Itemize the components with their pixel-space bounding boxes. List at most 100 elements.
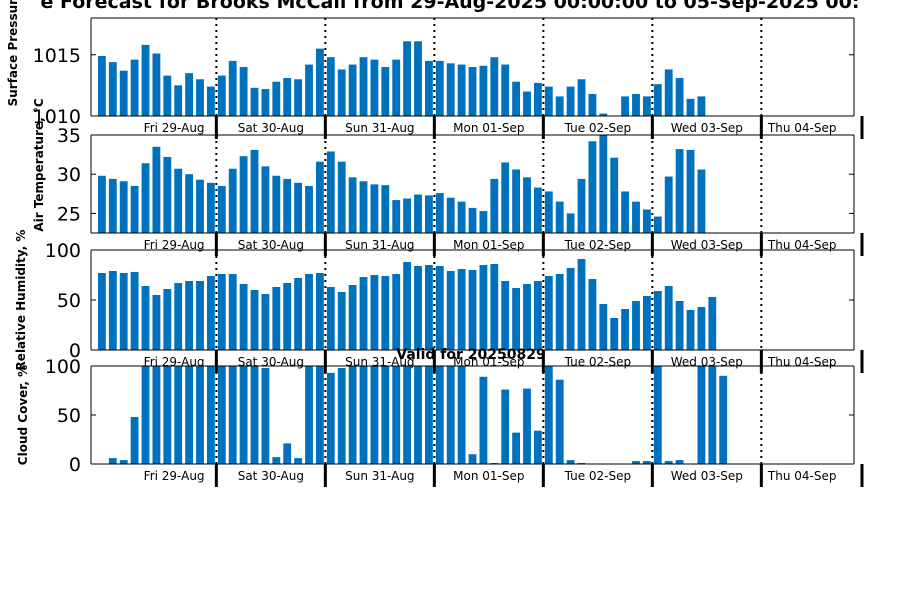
bar [337,367,346,464]
bar [359,366,368,464]
bar [424,60,433,117]
chart-panel-1: 1010 1015 Fri 29-Aug Sat 30-Aug Sun 31-Aug Mo… [6,0,864,139]
bar [283,283,292,350]
bar [217,366,226,464]
bar [403,262,412,350]
bar [708,366,717,464]
bar [414,266,422,350]
bar [642,461,651,464]
x-day-label: Sat 30-Aug [238,355,304,369]
bar [185,281,194,350]
bar [403,198,412,233]
bar [621,96,630,116]
bar [403,41,412,116]
bar [435,266,444,350]
bar [414,41,422,116]
bar [108,178,117,233]
bar [468,454,477,464]
bar [566,268,575,350]
bar [446,271,455,350]
bar [239,366,248,464]
bar [599,113,608,116]
y-axis-label: Air Temperature, °C [32,98,46,232]
bar [272,287,281,350]
bar [370,184,379,233]
bar [152,295,161,350]
bar [664,176,673,233]
bar [196,179,204,233]
bar [501,281,510,350]
bar [119,460,128,464]
bar [283,443,292,464]
bar [272,175,281,233]
bar [675,301,684,350]
bar [686,149,695,233]
bar [130,59,139,116]
bar [664,461,673,464]
bar [130,416,139,464]
bar [435,60,444,117]
bar [261,367,270,464]
bar [196,366,204,464]
x-day-label: Sat 30-Aug [238,121,304,135]
bar [359,57,368,116]
bar [108,62,117,116]
bar [239,156,248,233]
bar [621,309,630,350]
y-axis-label: Surface Pressure, m [6,0,20,106]
bar [566,460,575,464]
bar [555,379,564,464]
subtitle: Valid for 20250829 [396,347,545,363]
bar [523,284,531,350]
bar [326,372,335,464]
bar [250,87,259,116]
bar [228,366,237,464]
bar [414,194,422,233]
bar [642,209,651,233]
bar [686,98,695,116]
bar [108,271,117,350]
bar [185,174,194,233]
bar [675,149,684,233]
bar [326,287,335,350]
bar [141,163,150,233]
bar [370,59,379,116]
bar [228,274,237,350]
bar [174,85,183,117]
bar [370,366,379,464]
y-tick-label: 35 [57,125,81,147]
bar [653,216,662,233]
x-day-label: Sun 31-Aug [345,469,414,483]
x-day-label: Tue 02-Sep [564,355,632,369]
bar [370,275,379,350]
bar [588,141,597,233]
bar [174,366,183,464]
chart-panel-4: 0 50 100 Fri 29-Aug Sat 30-Aug Sun 31-Aug Mon … [16,356,864,487]
bar [348,366,357,464]
bar [632,93,640,116]
bar [305,366,313,464]
bar [294,458,303,464]
x-day-label: Wed 03-Sep [671,121,743,135]
bar [174,283,183,350]
bar [468,270,477,350]
bar [348,285,357,350]
chart-panels: 1010 1015 Fri 29-Aug Sat 30-Aug Sun 31-Aug Mo… [6,0,864,487]
bar [697,366,706,464]
bar [315,48,324,117]
bar [664,286,673,350]
bar [206,366,215,464]
x-day-label: Mon 01-Sep [453,469,524,483]
bar [315,161,324,233]
x-day-label: Tue 02-Sep [564,469,632,483]
bar [457,269,466,350]
bar [468,207,477,233]
bar [250,366,259,464]
bar [435,366,444,464]
y-axis-label: Cloud Cover, % [16,365,30,465]
bar [479,211,488,233]
bar [381,67,390,116]
bar [490,178,499,233]
bar [501,389,510,464]
bar [141,366,150,464]
